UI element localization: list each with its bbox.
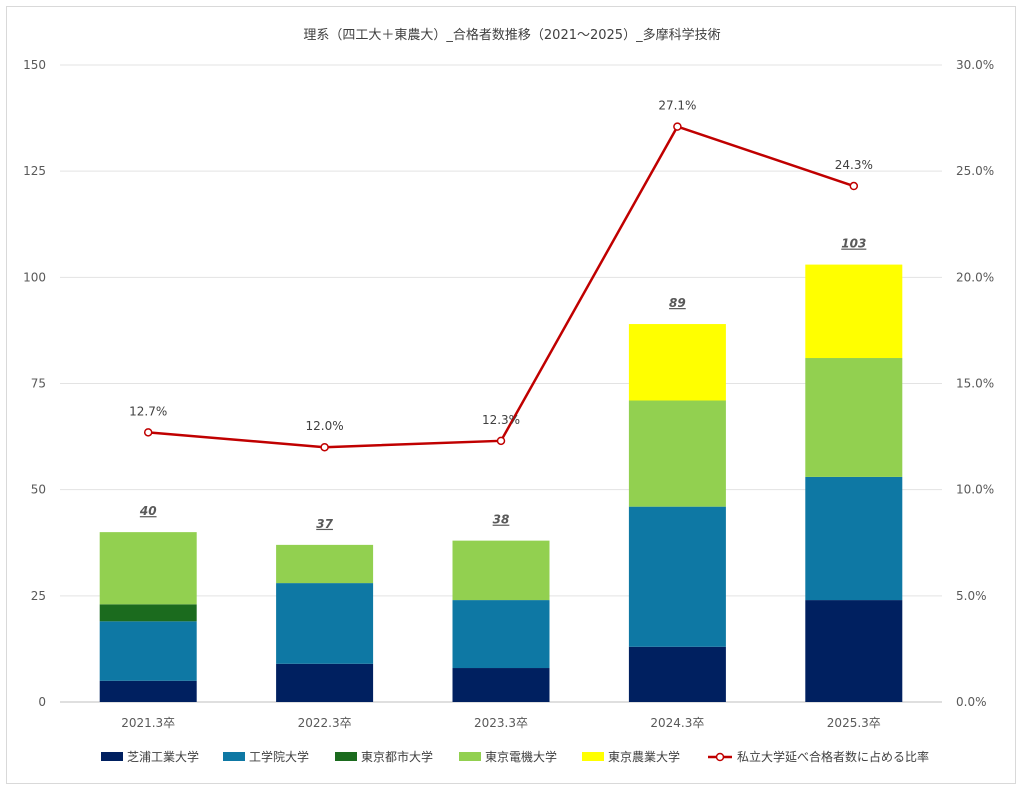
bar-total-label: 38 <box>493 513 510 527</box>
bar-segment <box>452 668 550 702</box>
bar-segment <box>99 604 197 622</box>
y-tick-label: 75 <box>31 377 46 391</box>
y-tick-label: 25 <box>31 589 46 603</box>
y2-tick-label: 20.0% <box>956 270 994 284</box>
legend-swatch <box>582 752 604 761</box>
ratio-point <box>849 181 859 191</box>
stacked-bars <box>99 264 903 702</box>
bar-segment <box>276 583 374 664</box>
legend-line-marker <box>715 752 725 762</box>
y-tick-label: 125 <box>23 164 46 178</box>
bar-segment <box>452 540 550 601</box>
legend-swatch <box>101 752 123 761</box>
bar-segment <box>805 264 903 359</box>
legend-label: 工学院大学 <box>249 749 309 764</box>
ratio-data-label: 27.1% <box>658 99 696 113</box>
bar-segment <box>805 476 903 601</box>
legend-swatch <box>335 752 357 761</box>
y2-tick-label: 30.0% <box>956 58 994 72</box>
bar-totals: 40 37 38 89 103 <box>139 237 866 531</box>
y2-tick-label: 5.0% <box>956 589 987 603</box>
x-tick-label: 2022.3卒 <box>298 716 352 730</box>
bar-total-label: 103 <box>841 237 866 251</box>
ratio-data-label: 24.3% <box>835 158 873 172</box>
ratio-line-path <box>148 125 855 449</box>
chart-title: 理系（四工大＋東農大）_合格者数推移（2021～2025）_多摩科学技術 <box>303 27 720 43</box>
bar-segment <box>628 400 726 507</box>
ratio-data-label: 12.0% <box>306 419 344 433</box>
ratio-point <box>143 428 153 437</box>
y2-tick-label: 15.0% <box>956 377 994 391</box>
ratio-data-label: 12.3% <box>482 413 520 427</box>
y-axis-secondary: 0.0% 5.0% 10.0% 15.0% 20.0% 25.0% 30.0% <box>956 58 994 709</box>
legend-label: 私立大学延べ合格者数に占める比率 <box>737 749 929 764</box>
y2-tick-label: 10.0% <box>956 483 994 497</box>
x-tick-label: 2023.3卒 <box>474 716 528 730</box>
x-axis: 2021.3卒 2022.3卒 2023.3卒 2024.3卒 2025.3卒 <box>121 716 881 730</box>
legend-label: 東京農業大学 <box>608 749 680 764</box>
bar-segment <box>452 600 550 669</box>
bar-segment <box>99 621 197 681</box>
bar-segment <box>628 506 726 647</box>
bar-total-label: 89 <box>669 296 686 310</box>
y-tick-label: 50 <box>31 483 46 497</box>
gridlines <box>60 64 942 703</box>
x-tick-label: 2024.3卒 <box>650 716 704 730</box>
bar-total-label: 40 <box>139 504 157 518</box>
y-tick-label: 150 <box>23 58 46 72</box>
bar-segment <box>99 532 197 605</box>
y2-tick-label: 0.0% <box>956 695 987 709</box>
bar-segment <box>805 600 903 702</box>
legend-label: 東京電機大学 <box>485 749 557 764</box>
bar-segment <box>99 680 197 702</box>
ratio-point <box>496 436 506 446</box>
bar-segment <box>276 663 374 702</box>
bar-segment <box>628 646 726 702</box>
legend-swatch <box>459 752 481 761</box>
bar-segment <box>805 358 903 477</box>
ratio-line: 12.7% 12.0% 12.3% 27.1% 24.3% <box>129 99 873 452</box>
ratio-point <box>673 122 682 131</box>
ratio-data-label: 12.7% <box>129 404 167 418</box>
legend-label: 東京都市大学 <box>361 749 433 764</box>
legend-label: 芝浦工業大学 <box>127 749 199 764</box>
bar-segment <box>276 544 374 584</box>
ratio-point <box>320 442 329 452</box>
y-tick-label: 0 <box>38 695 46 709</box>
bar-total-label: 37 <box>316 517 333 531</box>
x-tick-label: 2021.3卒 <box>121 716 175 730</box>
legend-swatch <box>223 752 245 761</box>
x-tick-label: 2025.3卒 <box>827 716 881 730</box>
legend: 芝浦工業大学 工学院大学 東京都市大学 東京電機大学 東京農業大学 私立大学延べ合格者数に… <box>101 749 929 764</box>
y-tick-label: 100 <box>23 270 46 284</box>
y-axis-primary: 0 25 50 75 100 125 150 <box>23 58 46 709</box>
bar-segment <box>628 324 726 401</box>
y2-tick-label: 25.0% <box>956 164 994 178</box>
